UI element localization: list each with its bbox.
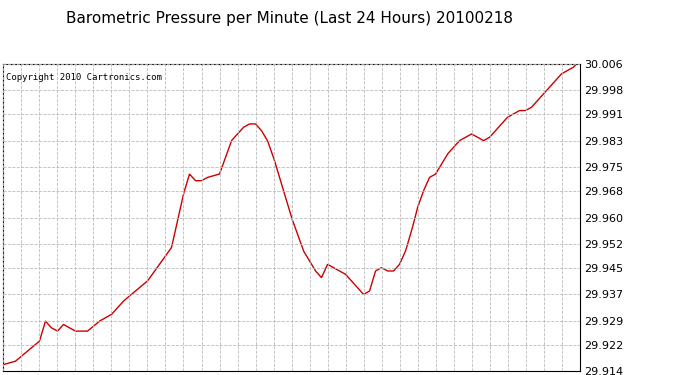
Text: Barometric Pressure per Minute (Last 24 Hours) 20100218: Barometric Pressure per Minute (Last 24 … xyxy=(66,11,513,26)
Text: Copyright 2010 Cartronics.com: Copyright 2010 Cartronics.com xyxy=(6,73,162,82)
